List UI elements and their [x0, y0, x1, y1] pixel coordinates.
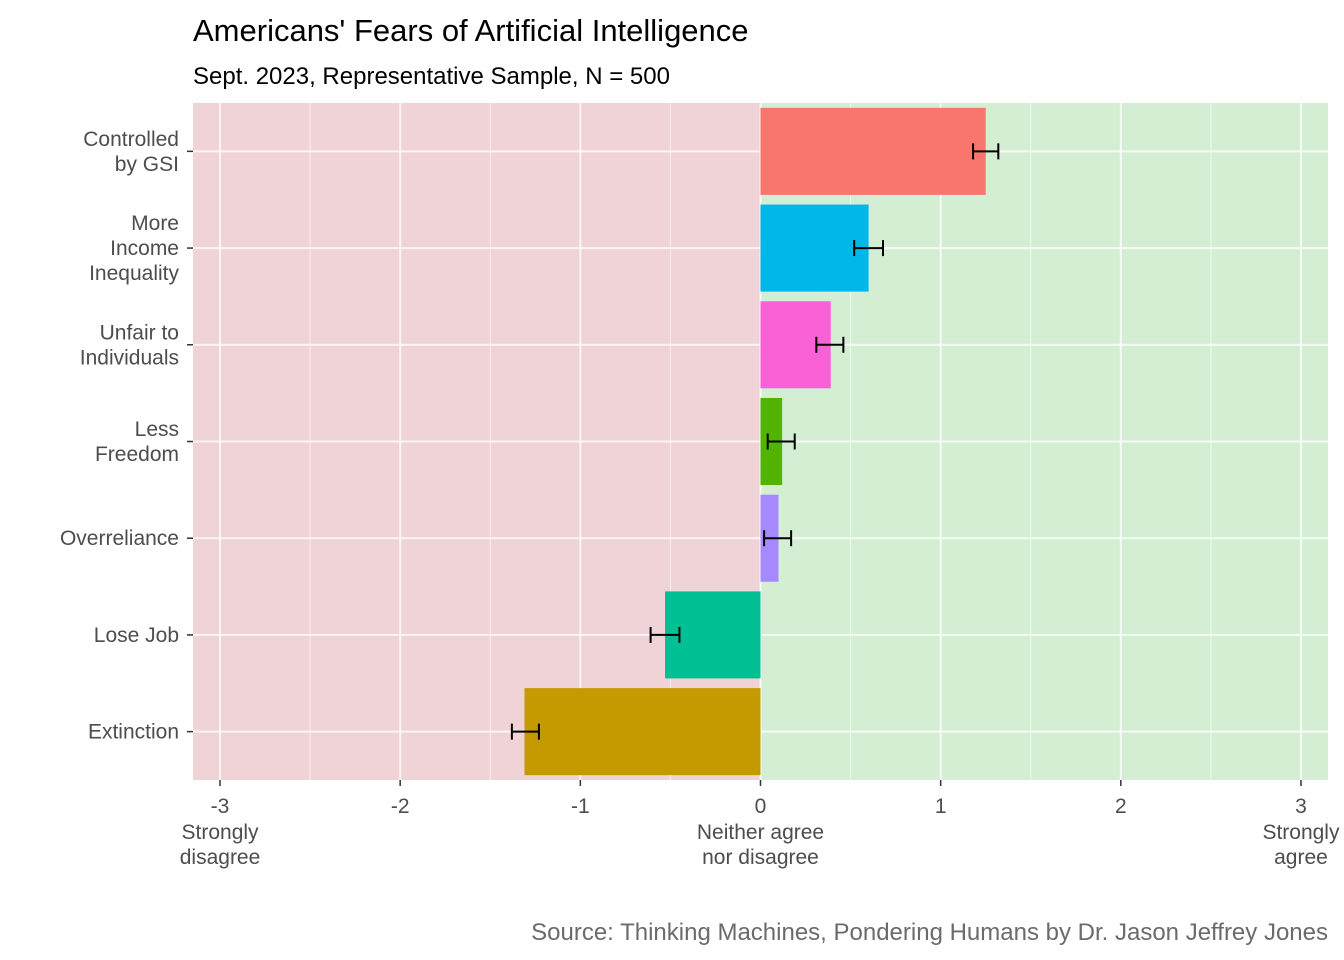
y-tick-label-line: Controlled	[83, 128, 179, 151]
plot-area	[193, 103, 1328, 780]
x-anchor-label: Neither agree nor disagree	[697, 821, 824, 869]
y-tick-label-line: More	[131, 212, 179, 235]
x-anchor-label: Strongly agree	[1262, 821, 1340, 869]
x-tick-label: -3	[211, 795, 230, 818]
error-bar	[815, 336, 845, 353]
y-tick-label-line: Unfair to	[100, 321, 179, 344]
error-bar	[853, 240, 885, 257]
y-tick-label: More Income Inequality	[89, 212, 179, 285]
chart-title: Americans' Fears of Artificial Intellige…	[193, 13, 749, 48]
y-tick-label-line: Individuals	[80, 346, 179, 369]
y-tick-label-line: Less	[135, 418, 179, 441]
x-tick-label: 3	[1295, 795, 1307, 818]
axes: Controlled by GSI More Income Inequality Unfa…	[60, 128, 1340, 869]
bar	[665, 591, 761, 679]
bar	[760, 204, 869, 292]
y-tick-label: Overreliance	[60, 527, 179, 550]
y-tick-label: Less Freedom	[95, 418, 179, 466]
x-anchor-label-line: Strongly	[1262, 821, 1340, 844]
error-bar	[972, 143, 1000, 160]
chart-subtitle: Sept. 2023, Representative Sample, N = 5…	[193, 63, 670, 90]
x-anchor-label-line: nor disagree	[702, 846, 819, 869]
x-tick-label: 1	[935, 795, 947, 818]
x-tick-label: -1	[571, 795, 590, 818]
error-bar	[766, 433, 796, 450]
bar	[524, 688, 761, 776]
error-bar	[649, 626, 681, 643]
x-anchor-label-line: Strongly	[182, 821, 260, 844]
y-tick-label-line: Lose Job	[94, 624, 179, 647]
x-anchor-label: Strongly disagree	[180, 821, 261, 869]
y-tick-label: Extinction	[88, 721, 179, 744]
y-tick-label: Unfair to Individuals	[80, 321, 179, 369]
x-tick-label: 0	[755, 795, 767, 818]
x-tick-label: 2	[1115, 795, 1127, 818]
y-tick-label-line: by GSI	[115, 153, 179, 176]
y-tick-label: Lose Job	[94, 624, 179, 647]
error-bar	[510, 723, 540, 740]
y-tick-label-line: Overreliance	[60, 527, 179, 550]
x-anchor-label-line: disagree	[180, 846, 261, 869]
x-anchor-label-line: agree	[1274, 846, 1328, 869]
chart-caption: Source: Thinking Machines, Pondering Hum…	[531, 919, 1328, 946]
y-tick-label-line: Inequality	[89, 262, 179, 285]
error-bar	[763, 530, 793, 547]
x-tick-label: -2	[391, 795, 410, 818]
y-tick-label-line: Income	[110, 237, 179, 260]
x-anchor-label-line: Neither agree	[697, 821, 824, 844]
y-tick-label-line: Extinction	[88, 721, 179, 744]
bar	[760, 107, 986, 195]
y-tick-label: Controlled by GSI	[83, 128, 179, 176]
y-tick-label-line: Freedom	[95, 443, 179, 466]
